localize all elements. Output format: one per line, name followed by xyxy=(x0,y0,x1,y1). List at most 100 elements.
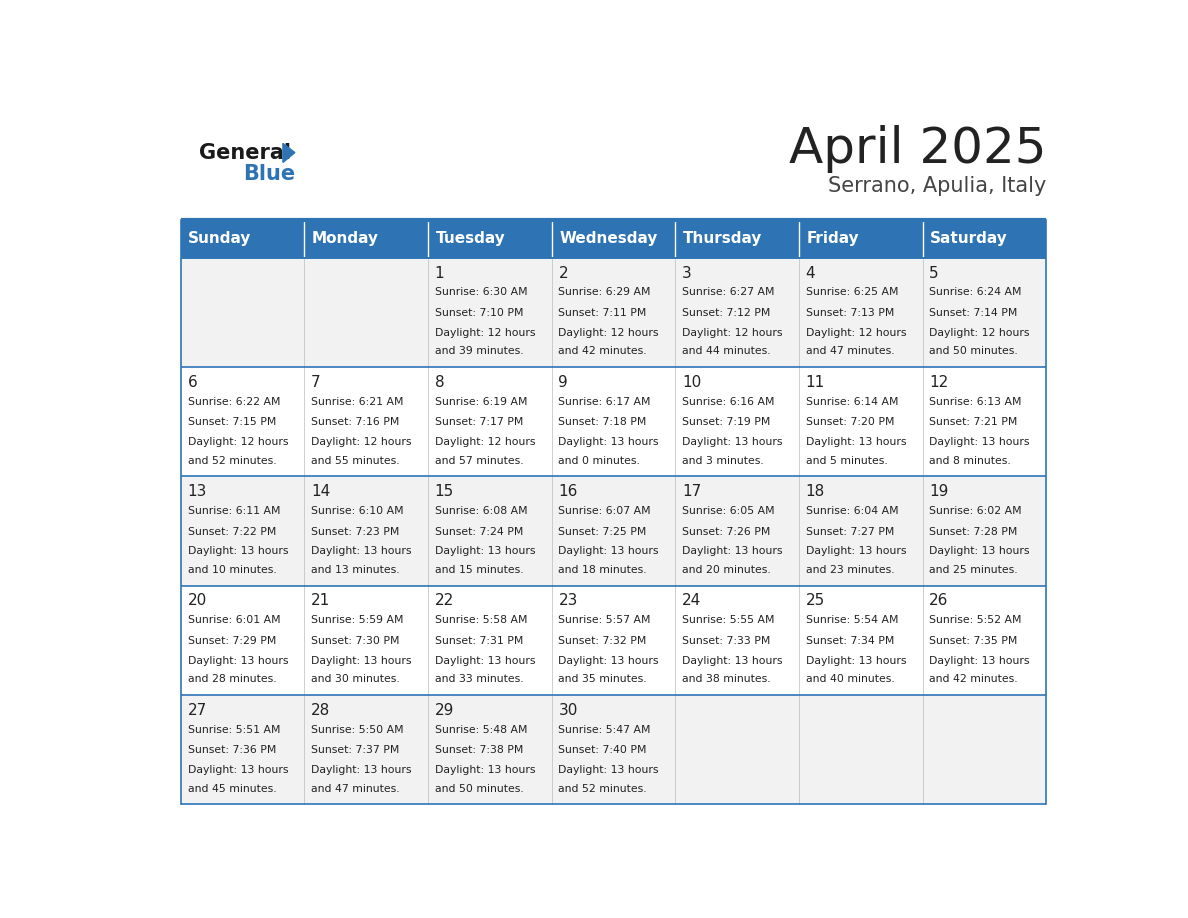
Text: and 23 minutes.: and 23 minutes. xyxy=(805,565,895,575)
Text: 15: 15 xyxy=(435,484,454,499)
Text: Sunset: 7:32 PM: Sunset: 7:32 PM xyxy=(558,636,646,646)
Text: and 25 minutes.: and 25 minutes. xyxy=(929,565,1018,575)
Text: Daylight: 13 hours: Daylight: 13 hours xyxy=(311,546,412,556)
Text: Sunrise: 5:52 AM: Sunrise: 5:52 AM xyxy=(929,615,1022,625)
Bar xyxy=(675,219,798,258)
Text: 1: 1 xyxy=(435,265,444,281)
Text: Sunrise: 6:14 AM: Sunrise: 6:14 AM xyxy=(805,397,898,407)
Text: Daylight: 13 hours: Daylight: 13 hours xyxy=(929,546,1030,556)
Text: Daylight: 13 hours: Daylight: 13 hours xyxy=(805,546,906,556)
Text: Daylight: 13 hours: Daylight: 13 hours xyxy=(188,655,287,666)
Text: and 52 minutes.: and 52 minutes. xyxy=(188,455,276,465)
Text: Daylight: 13 hours: Daylight: 13 hours xyxy=(682,437,783,447)
Text: Sunset: 7:31 PM: Sunset: 7:31 PM xyxy=(435,636,523,646)
Text: Sunrise: 6:22 AM: Sunrise: 6:22 AM xyxy=(188,397,280,407)
Text: Thursday: Thursday xyxy=(683,231,762,246)
Text: Sunset: 7:33 PM: Sunset: 7:33 PM xyxy=(682,636,771,646)
Text: Daylight: 13 hours: Daylight: 13 hours xyxy=(435,655,536,666)
Text: and 5 minutes.: and 5 minutes. xyxy=(805,455,887,465)
Text: and 3 minutes.: and 3 minutes. xyxy=(682,455,764,465)
Text: Sunset: 7:20 PM: Sunset: 7:20 PM xyxy=(805,418,895,428)
Text: Sunrise: 6:17 AM: Sunrise: 6:17 AM xyxy=(558,397,651,407)
Text: and 15 minutes.: and 15 minutes. xyxy=(435,565,524,575)
Text: Sunrise: 6:16 AM: Sunrise: 6:16 AM xyxy=(682,397,775,407)
Text: Daylight: 13 hours: Daylight: 13 hours xyxy=(805,655,906,666)
Text: Daylight: 13 hours: Daylight: 13 hours xyxy=(558,655,659,666)
Text: Sunset: 7:27 PM: Sunset: 7:27 PM xyxy=(805,527,895,537)
Text: Sunset: 7:38 PM: Sunset: 7:38 PM xyxy=(435,745,523,756)
Bar xyxy=(551,258,675,367)
Text: 23: 23 xyxy=(558,593,577,609)
Text: 3: 3 xyxy=(682,265,691,281)
Bar xyxy=(675,695,798,804)
Text: Sunset: 7:14 PM: Sunset: 7:14 PM xyxy=(929,308,1018,319)
Text: Monday: Monday xyxy=(311,231,379,246)
Text: 29: 29 xyxy=(435,702,454,718)
Text: 16: 16 xyxy=(558,484,577,499)
Text: 18: 18 xyxy=(805,484,824,499)
Text: 22: 22 xyxy=(435,593,454,609)
Text: Daylight: 13 hours: Daylight: 13 hours xyxy=(188,765,287,775)
Text: Sunset: 7:29 PM: Sunset: 7:29 PM xyxy=(188,636,276,646)
Text: Sunset: 7:12 PM: Sunset: 7:12 PM xyxy=(682,308,771,319)
Text: Sunset: 7:36 PM: Sunset: 7:36 PM xyxy=(188,745,276,756)
Text: Saturday: Saturday xyxy=(930,231,1007,246)
Bar xyxy=(798,258,923,367)
Text: Daylight: 13 hours: Daylight: 13 hours xyxy=(435,765,536,775)
Text: Sunrise: 5:58 AM: Sunrise: 5:58 AM xyxy=(435,615,527,625)
Text: Sunrise: 5:51 AM: Sunrise: 5:51 AM xyxy=(188,724,280,734)
Text: Daylight: 13 hours: Daylight: 13 hours xyxy=(558,765,659,775)
Text: 19: 19 xyxy=(929,484,949,499)
Text: Sunrise: 6:25 AM: Sunrise: 6:25 AM xyxy=(805,287,898,297)
Bar xyxy=(923,695,1047,804)
Text: 20: 20 xyxy=(188,593,207,609)
Bar xyxy=(923,219,1047,258)
Text: Daylight: 12 hours: Daylight: 12 hours xyxy=(311,437,412,447)
Bar xyxy=(304,219,428,258)
Text: 8: 8 xyxy=(435,375,444,390)
Bar xyxy=(551,219,675,258)
Text: Sunset: 7:24 PM: Sunset: 7:24 PM xyxy=(435,527,523,537)
Text: Sunrise: 6:19 AM: Sunrise: 6:19 AM xyxy=(435,397,527,407)
Text: 7: 7 xyxy=(311,375,321,390)
Text: Daylight: 13 hours: Daylight: 13 hours xyxy=(435,546,536,556)
Text: Sunset: 7:19 PM: Sunset: 7:19 PM xyxy=(682,418,771,428)
Text: Sunrise: 6:10 AM: Sunrise: 6:10 AM xyxy=(311,506,404,516)
Bar xyxy=(798,586,923,695)
Text: and 50 minutes.: and 50 minutes. xyxy=(929,346,1018,356)
Text: Sunrise: 5:47 AM: Sunrise: 5:47 AM xyxy=(558,724,651,734)
Bar xyxy=(181,258,304,367)
Text: and 20 minutes.: and 20 minutes. xyxy=(682,565,771,575)
Text: Sunset: 7:13 PM: Sunset: 7:13 PM xyxy=(805,308,895,319)
Text: Sunrise: 6:13 AM: Sunrise: 6:13 AM xyxy=(929,397,1022,407)
Text: Sunset: 7:26 PM: Sunset: 7:26 PM xyxy=(682,527,771,537)
Bar xyxy=(181,586,304,695)
Bar xyxy=(304,367,428,476)
Text: Sunrise: 6:05 AM: Sunrise: 6:05 AM xyxy=(682,506,775,516)
Bar xyxy=(428,367,551,476)
Bar xyxy=(675,367,798,476)
Text: Sunrise: 6:21 AM: Sunrise: 6:21 AM xyxy=(311,397,404,407)
Text: Sunrise: 6:08 AM: Sunrise: 6:08 AM xyxy=(435,506,527,516)
Text: 12: 12 xyxy=(929,375,948,390)
Text: Sunset: 7:11 PM: Sunset: 7:11 PM xyxy=(558,308,646,319)
Text: Sunset: 7:21 PM: Sunset: 7:21 PM xyxy=(929,418,1018,428)
Text: Sunrise: 6:27 AM: Sunrise: 6:27 AM xyxy=(682,287,775,297)
Text: Sunrise: 6:30 AM: Sunrise: 6:30 AM xyxy=(435,287,527,297)
Text: Sunrise: 6:02 AM: Sunrise: 6:02 AM xyxy=(929,506,1022,516)
Text: Daylight: 13 hours: Daylight: 13 hours xyxy=(929,437,1030,447)
Text: Sunset: 7:10 PM: Sunset: 7:10 PM xyxy=(435,308,523,319)
Bar xyxy=(798,219,923,258)
Text: Sunset: 7:30 PM: Sunset: 7:30 PM xyxy=(311,636,399,646)
Text: 21: 21 xyxy=(311,593,330,609)
Bar xyxy=(675,258,798,367)
Text: and 40 minutes.: and 40 minutes. xyxy=(805,674,895,684)
Text: Friday: Friday xyxy=(807,231,859,246)
Bar xyxy=(923,258,1047,367)
Bar xyxy=(798,695,923,804)
Bar xyxy=(551,367,675,476)
Text: and 35 minutes.: and 35 minutes. xyxy=(558,674,647,684)
Text: and 33 minutes.: and 33 minutes. xyxy=(435,674,524,684)
Text: Sunrise: 6:01 AM: Sunrise: 6:01 AM xyxy=(188,615,280,625)
Text: Sunrise: 6:04 AM: Sunrise: 6:04 AM xyxy=(805,506,898,516)
